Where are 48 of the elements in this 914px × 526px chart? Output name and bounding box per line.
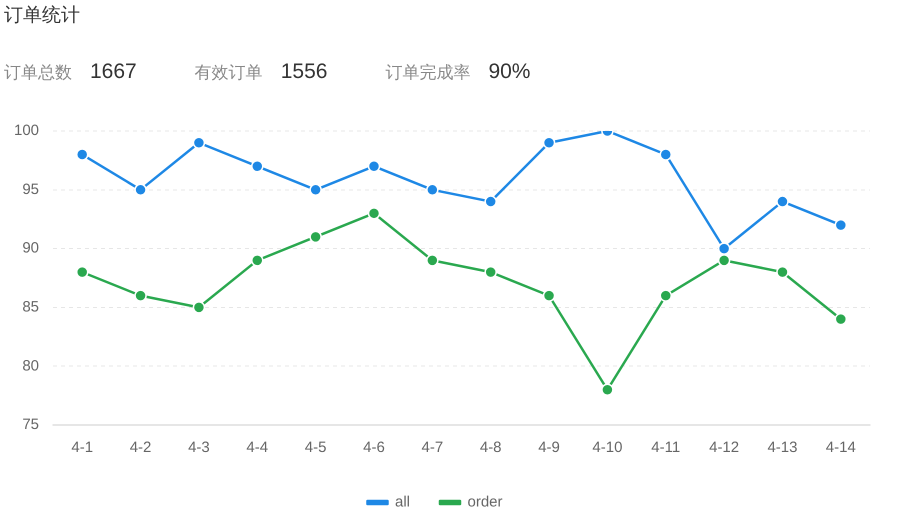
x-tick-label: 4-1 — [71, 439, 94, 456]
text: 订单完成率 — [385, 62, 470, 84]
point — [834, 218, 848, 232]
y-tick-label: 90 — [22, 240, 40, 257]
y-tick-label: 80 — [22, 357, 40, 374]
x-tick-label: 4-5 — [304, 439, 326, 456]
x-tick-label: 4-12 — [709, 439, 740, 456]
text: 90% — [488, 60, 530, 84]
point — [834, 312, 848, 326]
point — [368, 207, 380, 220]
x-tick-label: 4-4 — [246, 439, 268, 456]
point — [251, 254, 264, 267]
x-tick-label: 4-6 — [363, 439, 385, 456]
legend-label: order — [467, 494, 503, 511]
point — [776, 195, 789, 208]
x-tick-label: 4-13 — [767, 439, 798, 456]
point — [542, 289, 556, 302]
point — [192, 301, 206, 314]
legend-label: all — [394, 494, 410, 511]
point — [76, 266, 88, 278]
point — [484, 195, 497, 208]
text: 1667 — [90, 60, 137, 84]
point — [601, 383, 614, 396]
x-tick-label: 4-7 — [421, 439, 444, 456]
point — [718, 242, 730, 255]
y-tick-label: 85 — [22, 298, 40, 316]
x-tick-label: 4-14 — [826, 439, 856, 456]
point — [484, 266, 497, 278]
point — [718, 254, 730, 267]
point — [542, 136, 556, 150]
text: 订单总数 — [4, 62, 72, 84]
y-tick-label: 95 — [22, 180, 40, 198]
point — [660, 289, 672, 302]
point — [309, 230, 322, 244]
point — [426, 254, 439, 267]
y-tick-label: 75 — [22, 416, 40, 434]
x-tick-label: 4-2 — [130, 439, 152, 456]
chart-title: 订单统计 — [4, 4, 80, 28]
x-tick-label: 4-11 — [651, 439, 680, 456]
point — [134, 289, 147, 302]
point — [776, 266, 789, 278]
y-tick-label: 100 — [14, 122, 40, 140]
x-tick-label: 4-3 — [188, 439, 210, 456]
x-tick-label: 4-10 — [592, 439, 622, 456]
x-tick-label: 4-9 — [538, 439, 560, 456]
x-tick-label: 4-8 — [480, 439, 502, 456]
text: 有效订单 — [194, 62, 263, 84]
text: 1556 — [280, 60, 328, 84]
